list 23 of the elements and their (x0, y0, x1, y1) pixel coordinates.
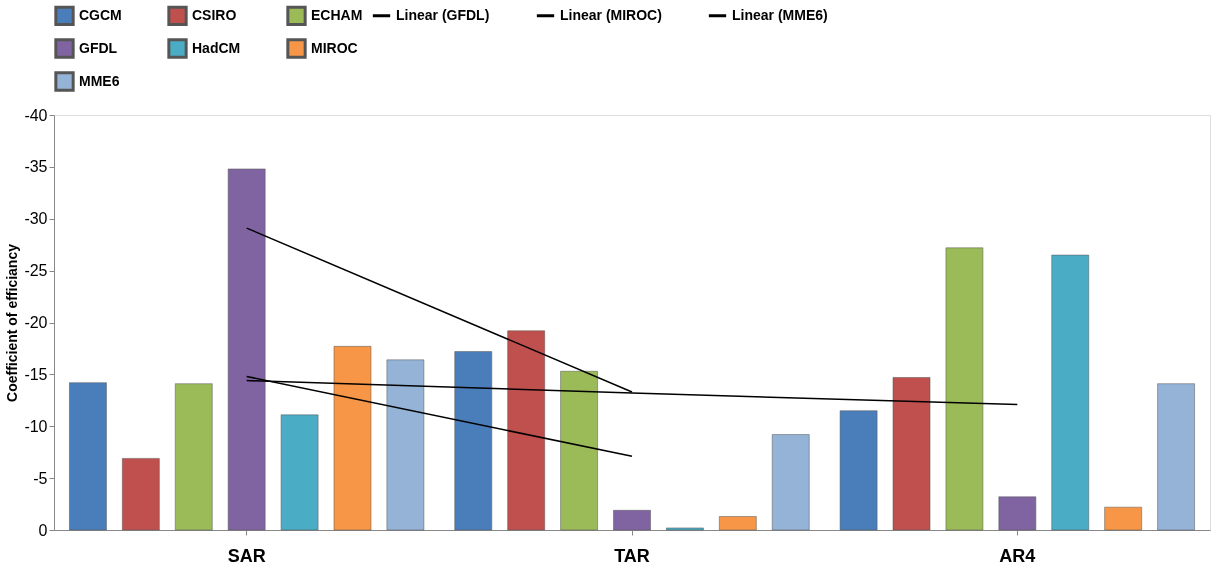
legend-label: CGCM (79, 6, 122, 23)
y-tick-label: -40 (24, 106, 48, 124)
legend-label: MME6 (79, 72, 120, 89)
y-tick-label: -15 (24, 365, 48, 383)
y-axis-title: Coefficient of efficiancy (4, 243, 21, 402)
y-tick-label: -25 (24, 262, 48, 280)
legend-label: CSIRO (192, 6, 237, 23)
x-tick-label: TAR (614, 545, 650, 566)
y-tick-label: -30 (24, 210, 48, 228)
legend-label: Linear (MIROC) (560, 6, 662, 23)
legend-label: MIROC (311, 39, 358, 56)
y-tick-label: -20 (24, 314, 48, 331)
x-tick-label: SAR (227, 545, 266, 566)
x-tick-label: AR4 (999, 545, 1036, 566)
legend-label: GFDL (79, 39, 118, 56)
legend-label: HadCM (192, 39, 241, 56)
y-tick-label: -5 (33, 469, 48, 487)
legend-label: Linear (GFDL) (396, 6, 490, 23)
y-tick-label: -35 (24, 158, 48, 176)
legend-label: Linear (MME6) (732, 6, 828, 23)
legend-label: ECHAM (311, 6, 363, 23)
y-tick-label: -10 (24, 417, 48, 435)
y-tick-label: 0 (38, 521, 48, 539)
